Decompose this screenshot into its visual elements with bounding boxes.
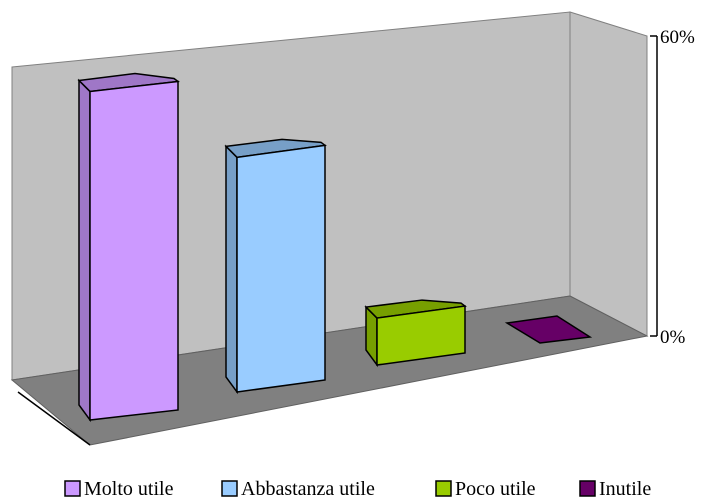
bar-1 bbox=[77, 72, 180, 423]
bar-top-face bbox=[504, 315, 593, 344]
legend-item-1: Molto utile bbox=[64, 478, 174, 500]
bar-top-face bbox=[77, 72, 180, 93]
legend-item-3: Poco utile bbox=[435, 478, 536, 500]
category-axis-line bbox=[17, 391, 91, 446]
legend-label: Poco utile bbox=[455, 478, 536, 500]
bars-group bbox=[77, 72, 593, 423]
legend: Molto utile Abbastanza utile Poco utile Inu… bbox=[64, 478, 651, 500]
bar-front-face bbox=[236, 144, 326, 393]
bar-2 bbox=[224, 138, 327, 395]
bar-top-face bbox=[364, 299, 467, 319]
legend-swatch bbox=[64, 480, 81, 497]
bar-front-face bbox=[376, 305, 466, 366]
legend-swatch bbox=[579, 480, 596, 497]
bar-3 bbox=[364, 299, 467, 368]
value-tick-label: 60% bbox=[660, 27, 695, 48]
bar-side-face bbox=[78, 78, 91, 423]
legend-swatch bbox=[221, 480, 238, 497]
value-tick-label: 0% bbox=[660, 327, 686, 348]
legend-label: Inutile bbox=[599, 478, 651, 500]
bar-top-face bbox=[224, 138, 327, 159]
legend-label: Molto utile bbox=[84, 478, 174, 500]
value-axis: 0% 60% bbox=[650, 27, 695, 348]
bar-4 bbox=[504, 315, 593, 344]
legend-swatch bbox=[435, 480, 452, 497]
legend-item-4: Inutile bbox=[579, 478, 651, 500]
legend-item-2: Abbastanza utile bbox=[221, 478, 375, 500]
side-wall bbox=[569, 11, 648, 337]
bar-front-face bbox=[89, 80, 179, 421]
bar-side-face bbox=[225, 144, 238, 395]
legend-label: Abbastanza utile bbox=[241, 478, 375, 500]
